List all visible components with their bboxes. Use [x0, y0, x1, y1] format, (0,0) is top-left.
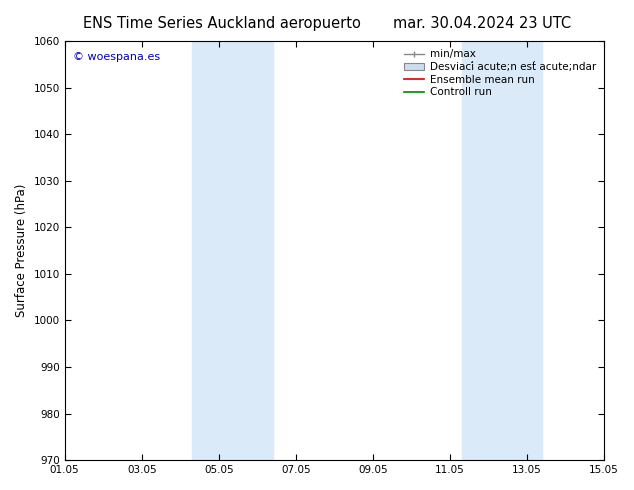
Bar	[192, 41, 273, 460]
Y-axis label: Surface Pressure (hPa): Surface Pressure (hPa)	[15, 184, 28, 318]
Text: ENS Time Series Auckland aeropuerto: ENS Time Series Auckland aeropuerto	[83, 16, 361, 31]
Legend: min/max, Desviací acute;n est́ acute;ndar, Ensemble mean run, Controll run: min/max, Desviací acute;n est́ acute;nd…	[401, 46, 599, 100]
Text: © woespana.es: © woespana.es	[73, 51, 160, 62]
Bar	[462, 41, 543, 460]
Text: mar. 30.04.2024 23 UTC: mar. 30.04.2024 23 UTC	[393, 16, 571, 31]
